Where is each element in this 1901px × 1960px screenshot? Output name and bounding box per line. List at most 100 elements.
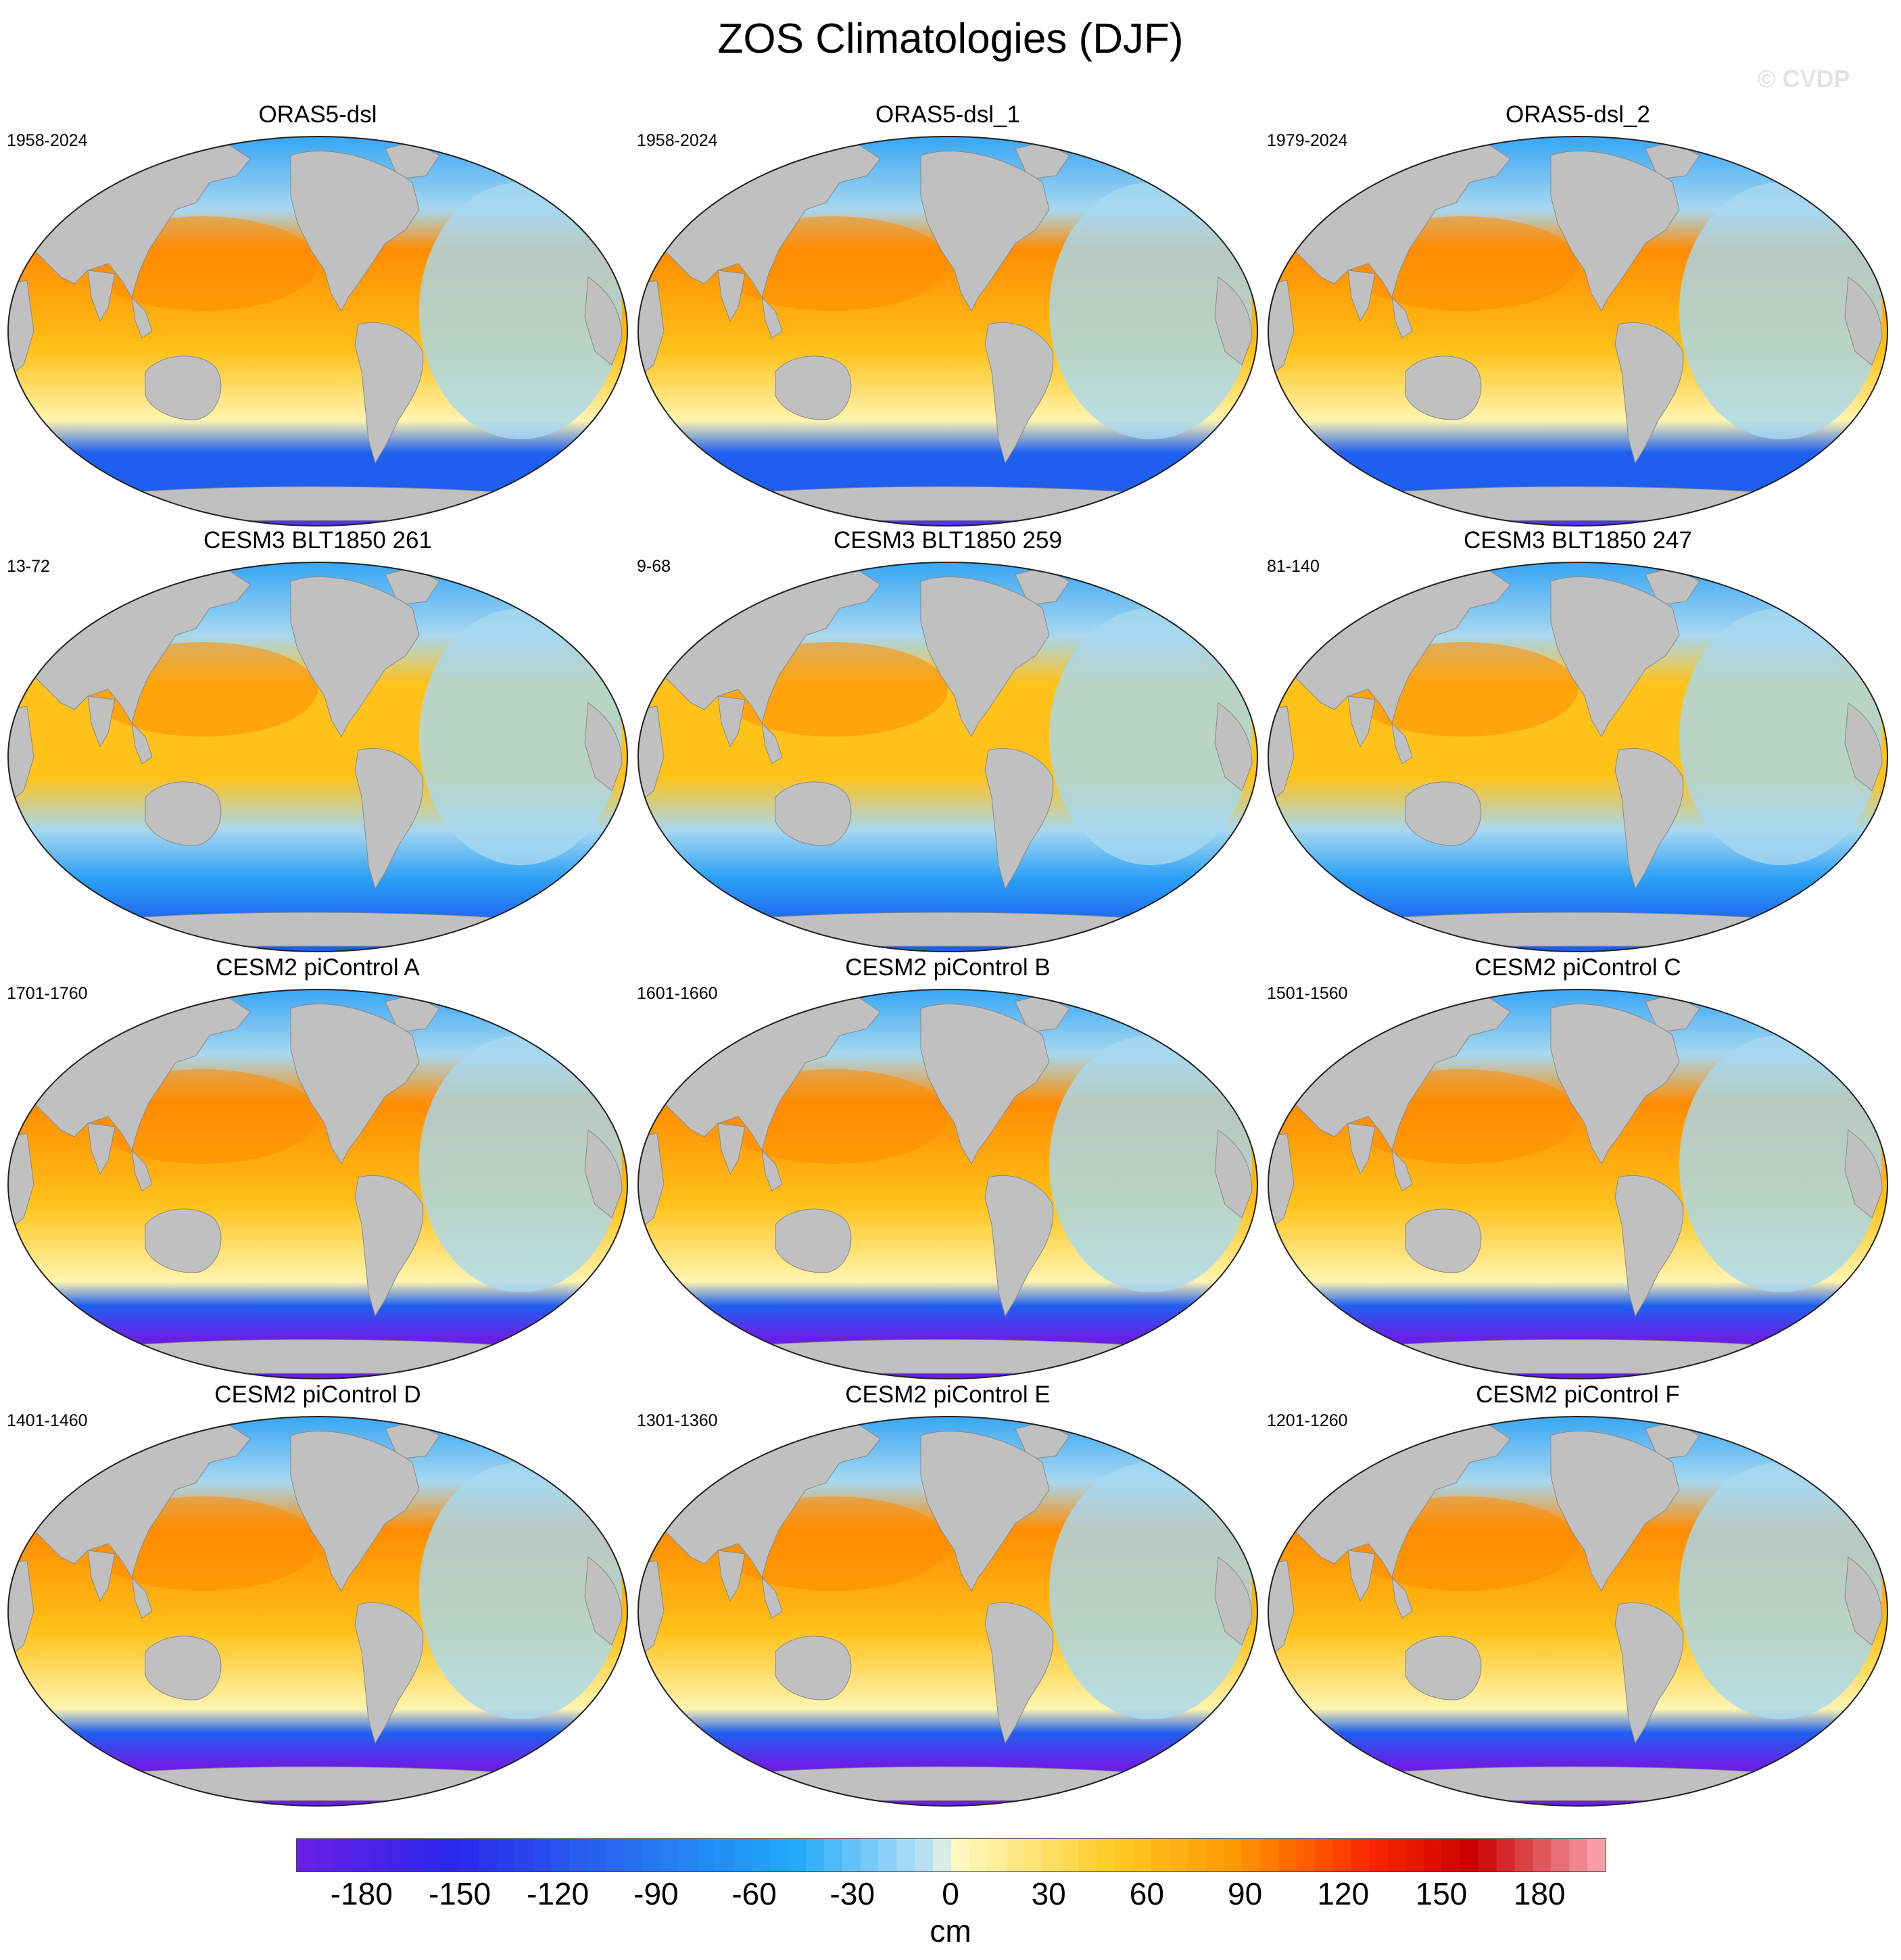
- panel-period: 1958-2024: [7, 131, 88, 150]
- land-australia: [145, 356, 222, 420]
- colorbar-swatch: [1587, 1839, 1606, 1871]
- panel-period: 1201-1260: [1267, 1411, 1348, 1430]
- colorbar-swatch: [1405, 1839, 1424, 1871]
- land-australia: [145, 1636, 222, 1700]
- map-border: [7, 989, 628, 1379]
- colorbar-swatch: [1387, 1839, 1406, 1871]
- land-farafrica: [1844, 1129, 1883, 1219]
- land-seasia: [1391, 722, 1413, 764]
- colorbar-swatch: [1151, 1839, 1170, 1871]
- land-farafrica: [1844, 276, 1883, 366]
- colorbar-swatch: [406, 1839, 425, 1871]
- panel-title: ORAS5-dsl_2: [1506, 101, 1650, 128]
- land-seasia: [761, 722, 783, 764]
- panel-period: 9-68: [637, 557, 671, 576]
- colorbar-swatch: [1169, 1839, 1188, 1871]
- colorbar-swatch: [1205, 1839, 1224, 1871]
- panel-period: 1501-1560: [1267, 984, 1348, 1003]
- panel-title: CESM2 piControl F: [1476, 1381, 1680, 1408]
- land-india: [1347, 695, 1376, 748]
- land-namerica: [290, 151, 420, 312]
- land-australia: [1405, 356, 1482, 420]
- colorbar-tick-label: -120: [527, 1876, 589, 1911]
- colorbar-swatch: [969, 1839, 988, 1871]
- colorbar-swatch: [606, 1839, 625, 1871]
- land-africa: [8, 280, 34, 380]
- land-antarctica: [74, 912, 562, 947]
- land-samerica: [984, 1175, 1054, 1317]
- land-india: [717, 1550, 746, 1602]
- colorbar-tick-label: -60: [731, 1876, 777, 1911]
- colorbar-tick-label: 0: [942, 1876, 959, 1911]
- colorbar-swatch: [860, 1839, 880, 1871]
- land-namerica: [920, 1431, 1050, 1592]
- colorbar-swatch: [587, 1839, 606, 1871]
- land-farafrica: [1844, 1557, 1883, 1646]
- land-samerica: [984, 322, 1054, 464]
- map-panel: CESM2 piControl C 1501-1560: [1267, 954, 1889, 1387]
- land-india: [87, 695, 116, 748]
- land-namerica: [1550, 1431, 1680, 1592]
- colorbar-swatch: [715, 1839, 733, 1871]
- atlantic-sector: [1049, 1463, 1252, 1719]
- land-africa: [638, 280, 665, 380]
- ocean-map: [7, 1416, 628, 1807]
- atlantic-sector: [1679, 608, 1882, 865]
- colorbar-swatch: [1115, 1839, 1134, 1871]
- panel-period: 13-72: [7, 557, 50, 576]
- map-border: [7, 136, 628, 526]
- colorbar-swatch: [569, 1839, 588, 1871]
- panel-period: 1601-1660: [637, 984, 718, 1003]
- land-africa: [1268, 1133, 1295, 1233]
- colorbar-swatch: [842, 1839, 861, 1871]
- colorbar-swatch: [1351, 1839, 1370, 1871]
- ocean-map: [637, 989, 1258, 1379]
- colorbar-swatch: [769, 1839, 788, 1871]
- colorbar-swatch: [788, 1839, 807, 1871]
- atlantic-sector: [1049, 608, 1252, 865]
- land-antarctica: [74, 486, 562, 521]
- panel-title: CESM3 BLT1850 247: [1464, 527, 1692, 554]
- atlantic-sector: [419, 182, 622, 439]
- land-namerica: [290, 1004, 420, 1165]
- map-panel: CESM3 BLT1850 259 9-68: [637, 527, 1259, 960]
- colorbar-swatch: [442, 1839, 461, 1871]
- panel-period: 1301-1360: [637, 1411, 718, 1430]
- map-border: [1268, 562, 1888, 952]
- land-australia: [775, 1208, 852, 1273]
- land-namerica: [1550, 151, 1680, 312]
- panel-title: CESM3 BLT1850 261: [203, 527, 432, 554]
- map-panel: CESM3 BLT1850 261 13-72: [7, 527, 629, 960]
- ocean-map: [1268, 136, 1888, 526]
- colorbar-swatch: [1242, 1839, 1261, 1871]
- land-india: [717, 695, 746, 748]
- colorbar-swatch: [514, 1839, 534, 1871]
- colorbar-swatch: [1460, 1839, 1479, 1871]
- colorbar-swatch: [387, 1839, 406, 1871]
- land-farafrica: [584, 1129, 623, 1219]
- land-farafrica: [584, 1557, 623, 1646]
- land-farafrica: [584, 276, 623, 366]
- panel-title: ORAS5-dsl_1: [875, 101, 1020, 128]
- land-seasia: [1391, 1149, 1413, 1192]
- panel-period: 1979-2024: [1267, 131, 1348, 150]
- land-seasia: [131, 1576, 153, 1619]
- colorbar-swatch: [369, 1839, 389, 1871]
- colorbar-swatch: [333, 1839, 352, 1871]
- land-seasia: [761, 296, 783, 339]
- map-border: [1268, 1416, 1888, 1807]
- colorbar-tick-label: 180: [1513, 1876, 1566, 1911]
- land-seasia: [131, 296, 153, 339]
- colorbar-tick-label: -30: [829, 1876, 875, 1911]
- colorbar-swatch: [1187, 1839, 1207, 1871]
- panel-period: 1958-2024: [637, 131, 718, 150]
- land-seasia: [131, 1149, 153, 1192]
- colorbar-swatch: [1024, 1839, 1043, 1871]
- colorbar-swatch: [1551, 1839, 1570, 1871]
- colorbar-swatch: [1005, 1839, 1025, 1871]
- atlantic-sector: [419, 1463, 622, 1719]
- land-samerica: [984, 1602, 1054, 1744]
- land-africa: [638, 706, 665, 806]
- map-border: [7, 562, 628, 952]
- land-antarctica: [74, 1766, 562, 1801]
